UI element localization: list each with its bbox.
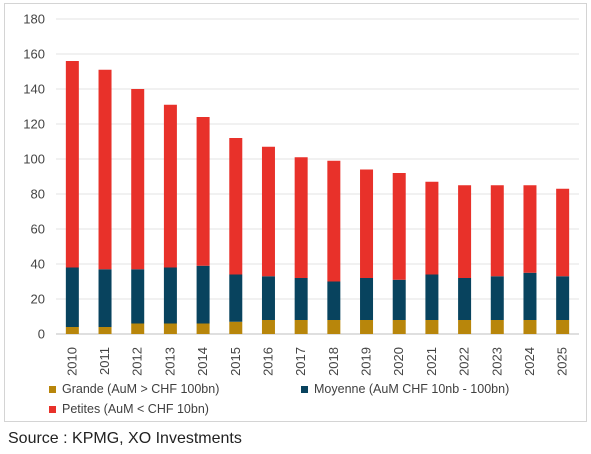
bar-segment xyxy=(65,61,79,268)
y-tick-label: 40 xyxy=(31,257,45,272)
bar-segment xyxy=(523,185,537,273)
bar-segment xyxy=(556,320,570,334)
bar-segment xyxy=(163,104,177,268)
legend-swatch-moyenne xyxy=(301,385,308,393)
x-tick-label: 2021 xyxy=(424,347,439,376)
x-tick-label: 2022 xyxy=(457,347,472,376)
legend-item-moyenne: Moyenne (AuM CHF 10nb - 100bn) xyxy=(301,382,509,396)
bar-segment xyxy=(163,267,177,324)
stacked-bar-chart: 0 20 40 60 80 100 120 140 160 180 2010 2011 2012 2013… xyxy=(23,12,579,376)
bar-segment xyxy=(229,321,243,334)
bar-segment xyxy=(392,279,406,320)
bar-segment xyxy=(360,169,374,278)
bar-segment xyxy=(392,173,406,280)
bar-segment xyxy=(131,323,145,334)
legend-swatch-petites xyxy=(49,405,56,413)
bar-segment xyxy=(425,320,439,334)
x-tick-label: 2019 xyxy=(359,347,374,376)
y-tick-label: 140 xyxy=(23,82,45,97)
y-tick-label: 20 xyxy=(31,292,45,307)
bar-segment xyxy=(229,138,243,275)
bar-segment xyxy=(458,185,472,278)
bar-segment xyxy=(261,320,275,334)
bar-segment xyxy=(327,320,341,334)
bar-segment xyxy=(196,323,210,334)
y-tick-label: 120 xyxy=(23,117,45,132)
bar-segment xyxy=(458,320,472,334)
bar-segment xyxy=(229,274,243,322)
bar-segment xyxy=(196,265,210,324)
bar-segment xyxy=(261,146,275,277)
x-tick-label: 2010 xyxy=(64,347,79,376)
bar-segment xyxy=(131,89,145,270)
source-note: Source : KPMG, XO Investments xyxy=(8,430,242,447)
x-tick-label: 2025 xyxy=(555,347,570,376)
bar-segment xyxy=(98,69,112,270)
bar-segment xyxy=(327,160,341,282)
x-tick-label: 2020 xyxy=(391,347,406,376)
bar-segment xyxy=(425,274,439,320)
bar-segment xyxy=(261,276,275,320)
y-tick-label: 160 xyxy=(23,47,45,62)
bar-segment xyxy=(490,320,504,334)
chart-frame: 0 20 40 60 80 100 120 140 160 180 2010 2011 2012 2013… xyxy=(4,3,587,422)
x-tick-label: 2012 xyxy=(130,347,145,376)
x-tick-label: 2014 xyxy=(195,347,210,376)
x-tick-label: 2016 xyxy=(260,347,275,376)
bar-segment xyxy=(327,281,341,320)
y-tick-label: 100 xyxy=(23,152,45,167)
x-tick-label: 2024 xyxy=(522,347,537,376)
bar-segment xyxy=(490,276,504,320)
x-tick-label: 2013 xyxy=(162,347,177,376)
legend-item-grande: Grande (AuM > CHF 100bn) xyxy=(49,382,219,396)
x-tick-label: 2015 xyxy=(228,347,243,376)
x-tick-label: 2017 xyxy=(293,347,308,376)
y-tick-label: 0 xyxy=(38,327,45,342)
y-tick-label: 180 xyxy=(23,12,45,27)
x-tick-label: 2011 xyxy=(97,347,112,375)
bar-segment xyxy=(294,157,308,278)
bar-segment xyxy=(196,117,210,266)
legend-label-petites: Petites (AuM < CHF 10bn) xyxy=(62,402,209,416)
bar-segment xyxy=(163,323,177,334)
bar-segment xyxy=(65,327,79,334)
y-tick-label: 80 xyxy=(31,187,45,202)
bar-segment xyxy=(392,320,406,334)
x-tick-label: 2023 xyxy=(489,347,504,376)
bar-segment xyxy=(490,185,504,277)
y-tick-label: 60 xyxy=(31,222,45,237)
bar-segment xyxy=(458,278,472,320)
bar-segment xyxy=(523,272,537,320)
bar-segment xyxy=(131,269,145,324)
bar-segment xyxy=(556,276,570,320)
legend-swatch-grande xyxy=(49,385,56,393)
bar-segment xyxy=(98,269,112,327)
bar-segment xyxy=(98,327,112,334)
bar-segment xyxy=(556,188,570,277)
bar-segment xyxy=(360,320,374,334)
legend-label-grande: Grande (AuM > CHF 100bn) xyxy=(62,382,220,396)
bar-segment xyxy=(65,267,79,327)
legend-label-moyenne: Moyenne (AuM CHF 10nb - 100bn) xyxy=(314,382,510,396)
bar-segment xyxy=(294,278,308,320)
bar-segment xyxy=(360,278,374,320)
bar-segment xyxy=(294,320,308,334)
bar-segment xyxy=(523,320,537,334)
bar-segment xyxy=(425,181,439,275)
legend-item-petites: Petites (AuM < CHF 10bn) xyxy=(49,402,209,416)
x-tick-label: 2018 xyxy=(326,347,341,376)
